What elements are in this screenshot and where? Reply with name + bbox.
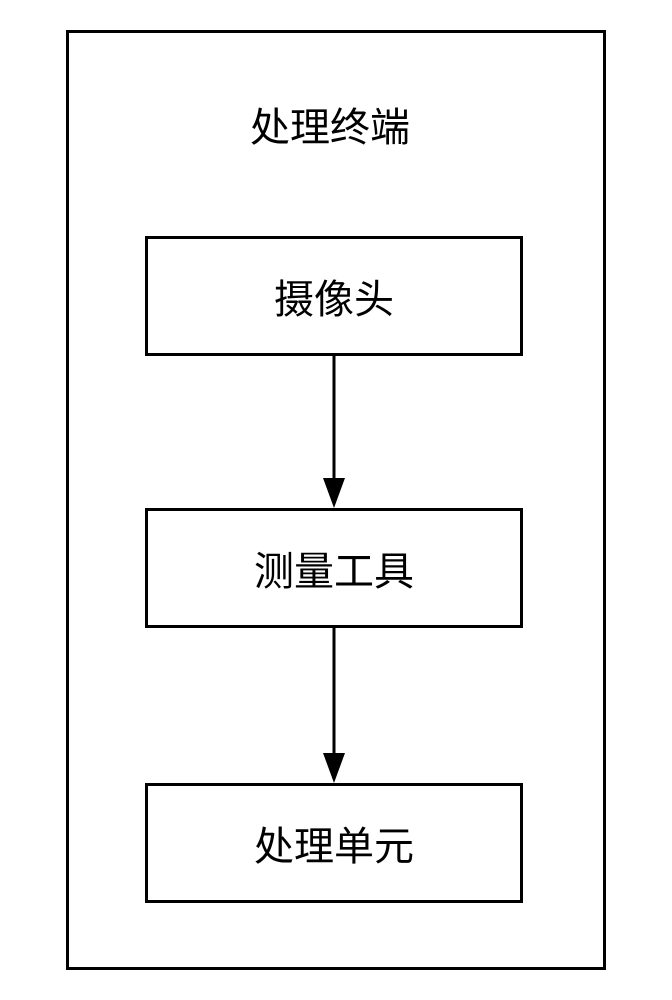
box-measure-tool-label: 测量工具 xyxy=(254,539,414,597)
diagram-stage: 处理终端 摄像头 测量工具 处理单元 xyxy=(0,0,672,1000)
box-measure-tool: 测量工具 xyxy=(145,508,523,628)
box-camera: 摄像头 xyxy=(145,236,523,356)
box-processing-unit: 处理单元 xyxy=(145,783,523,903)
box-camera-label: 摄像头 xyxy=(274,267,394,325)
diagram-title: 处理终端 xyxy=(180,95,480,153)
box-processing-unit-label: 处理单元 xyxy=(254,814,414,872)
